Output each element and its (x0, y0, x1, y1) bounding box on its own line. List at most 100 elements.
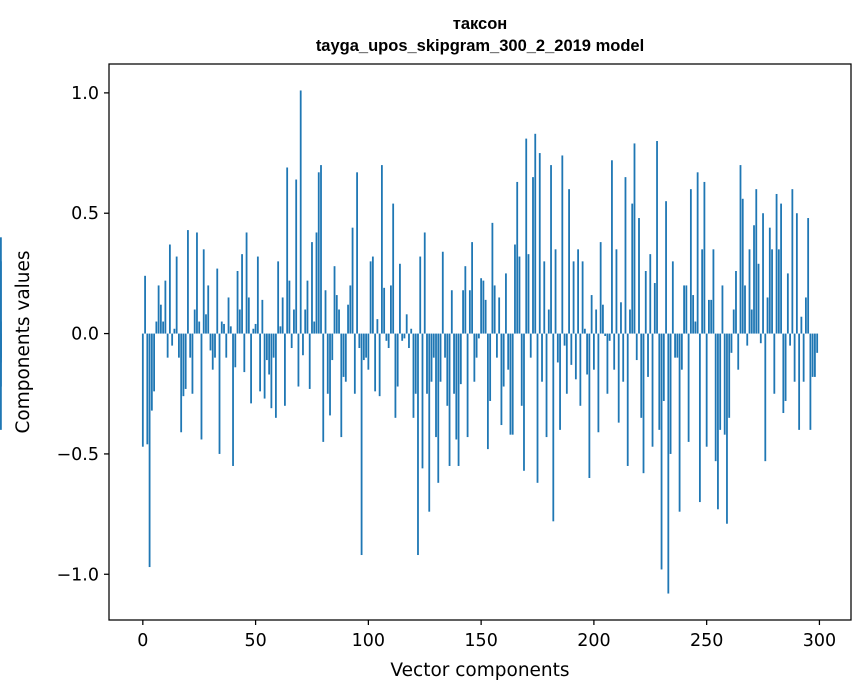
bar-component-136 (448, 333, 451, 466)
bar-component-264 (737, 333, 740, 370)
bar-component-277 (766, 297, 769, 334)
bar-component-213 (622, 333, 625, 382)
bar-component-286 (786, 273, 789, 334)
bar-component-89 (342, 333, 345, 377)
bar-component-115 (401, 333, 404, 341)
bar-component-186 (561, 155, 564, 334)
bar-component-87 (338, 309, 340, 334)
bar-component-235 (671, 261, 674, 334)
bar-component-258 (723, 333, 726, 435)
bar-component-189 (568, 189, 570, 334)
bar-component-206 (606, 333, 609, 394)
bar-component-100 (367, 333, 370, 370)
bar-component-180 (547, 309, 550, 334)
bar-component-242 (687, 333, 690, 442)
bar-component-284 (782, 333, 785, 414)
bar-series (0, 90, 819, 594)
bar-component-45 (243, 333, 246, 373)
bar-component-121 (414, 333, 417, 394)
bar-component-177 (541, 333, 543, 382)
bar-component-191 (572, 261, 575, 334)
bar-component-291 (798, 333, 801, 430)
bar-component-146 (471, 242, 473, 334)
bar-component-212 (620, 302, 622, 334)
bar-component-232 (665, 201, 667, 334)
bar-component-7 (157, 285, 160, 334)
bar-component-250 (705, 333, 708, 447)
bar-component-265 (739, 165, 742, 334)
bar-component-16 (178, 333, 180, 358)
bar-component-123 (419, 256, 422, 334)
bar-component-174 (534, 133, 537, 334)
bar-component-230 (660, 333, 663, 570)
bar-component-94 (353, 333, 356, 394)
bar-component-19 (184, 333, 187, 389)
bar-component-299 (816, 333, 819, 353)
bar-component-99 (365, 333, 367, 358)
bar-component-270 (750, 309, 753, 334)
bar-component-169 (523, 333, 525, 471)
bar-component-148 (475, 333, 478, 358)
bar-component-85 (333, 266, 336, 334)
bar-component-111 (392, 203, 395, 334)
bar-component-107 (383, 287, 386, 334)
bar-component-272 (755, 189, 758, 334)
bar-component-52 (259, 333, 261, 392)
bar-component-243 (689, 189, 692, 334)
bar-component-51 (256, 256, 259, 334)
bar-component-172 (529, 333, 532, 358)
bar-component-71 (302, 333, 304, 356)
bar-component-67 (293, 309, 295, 334)
bar-component-109 (387, 333, 390, 349)
bar-component-undefined (0, 333, 2, 387)
bar-component-159 (500, 333, 503, 426)
bar-component-187 (563, 333, 566, 346)
bar-component-28 (205, 314, 207, 334)
bar-component-170 (525, 138, 528, 334)
bar-component-285 (784, 333, 787, 401)
bar-component-24 (196, 232, 198, 334)
bar-component-29 (207, 285, 210, 334)
bar-component-155 (491, 222, 494, 334)
bar-component-137 (450, 290, 453, 334)
bar-component-46 (245, 232, 248, 334)
bar-component-50 (254, 323, 257, 334)
bar-component-246 (696, 172, 699, 334)
bar-component-260 (728, 333, 731, 418)
bar-component-55 (265, 333, 268, 361)
bar-component-77 (315, 232, 318, 334)
bar-component-113 (396, 333, 399, 387)
bar-component-183 (554, 249, 557, 334)
bar-component-27 (202, 249, 205, 334)
bar-component-167 (518, 256, 521, 334)
bar-component-25 (198, 321, 201, 334)
axes-frame (108, 63, 852, 621)
bar-component-168 (520, 333, 523, 406)
bar-component-33 (216, 268, 219, 334)
bar-component-210 (615, 249, 618, 334)
bar-component-8 (159, 304, 162, 334)
bar-component-228 (656, 141, 658, 334)
bar-component-222 (642, 333, 645, 474)
bar-component-104 (376, 319, 379, 334)
bar-component-298 (814, 333, 816, 377)
bar-component-227 (653, 283, 656, 334)
bar-component-241 (685, 285, 688, 334)
bar-component-237 (676, 333, 679, 358)
bar-component-203 (599, 242, 602, 334)
bar-component-14 (173, 328, 176, 334)
bar-component-41 (234, 333, 237, 368)
bar-component-253 (712, 249, 715, 334)
bar-component-247 (698, 333, 701, 503)
bar-component-219 (635, 333, 638, 361)
bar-component-128 (430, 333, 433, 382)
bar-component-110 (390, 285, 392, 334)
bar-component-198 (588, 333, 591, 478)
bar-component-116 (403, 333, 406, 339)
bar-component-97 (360, 333, 363, 556)
bar-component-43 (238, 309, 241, 334)
bar-component-259 (726, 333, 728, 524)
bar-component-175 (536, 333, 539, 483)
